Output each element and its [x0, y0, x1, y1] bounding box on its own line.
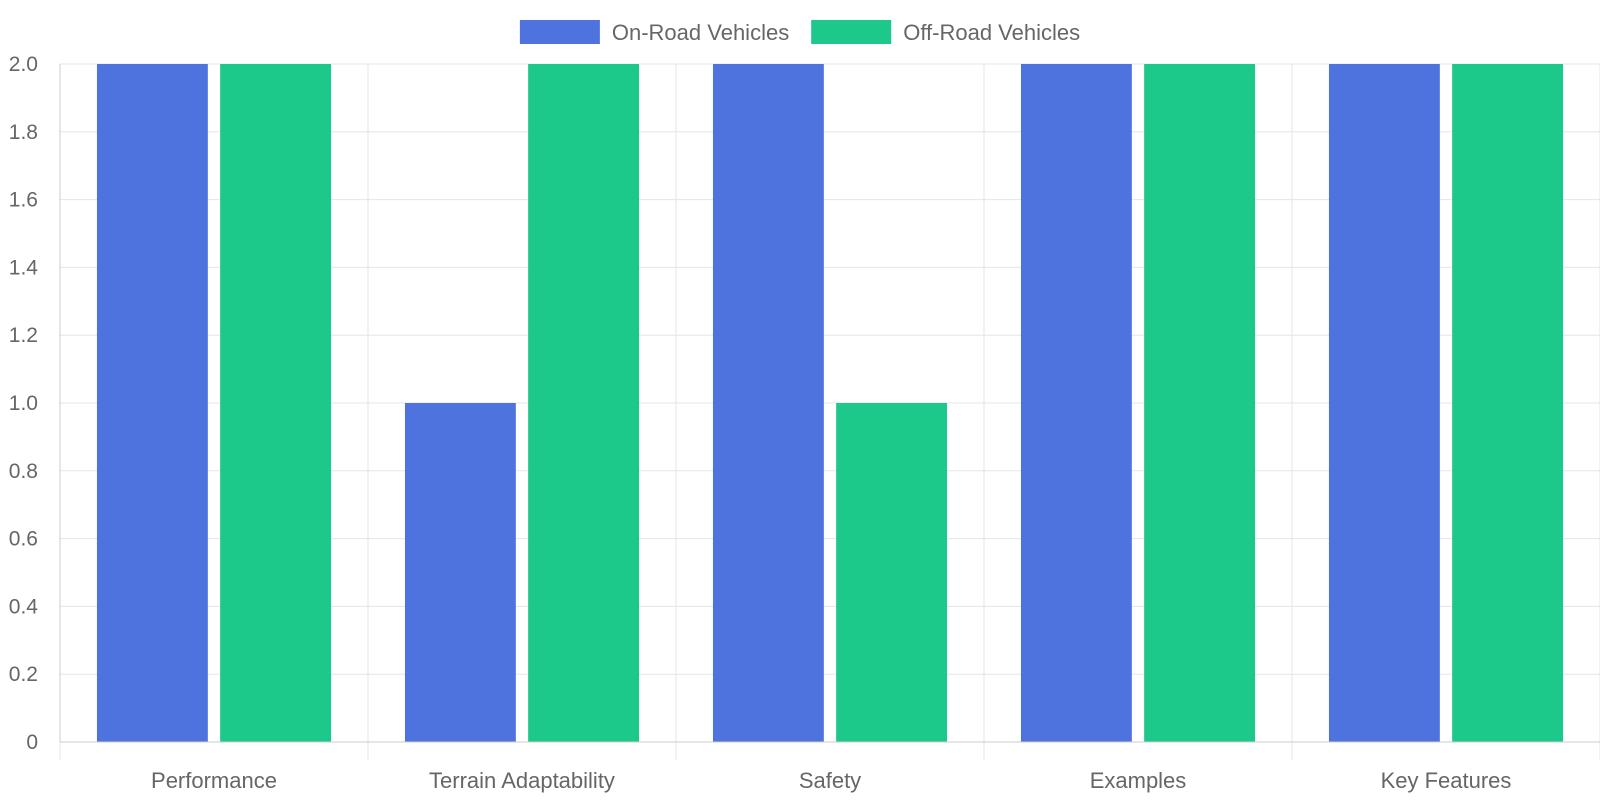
y-tick-label: 0.4: [9, 595, 39, 618]
bar-on-road-4[interactable]: [1328, 64, 1440, 742]
x-tick-label: Examples: [1090, 768, 1187, 793]
y-tick-label: 1.2: [9, 324, 38, 347]
legend[interactable]: On-Road Vehicles Off-Road Vehicles: [519, 20, 1080, 45]
legend-label-off-road[interactable]: Off-Road Vehicles: [903, 20, 1080, 45]
x-tick-label: Performance: [151, 768, 277, 793]
y-tick-label: 0: [26, 731, 38, 754]
bars: [96, 64, 1564, 742]
bar-on-road-1[interactable]: [404, 403, 516, 742]
axes: [59, 64, 1600, 743]
y-tick-label: 0.8: [9, 460, 38, 483]
bar-off-road-2[interactable]: [836, 403, 948, 742]
y-tick-label: 0.2: [9, 663, 38, 686]
bar-off-road-4[interactable]: [1452, 64, 1564, 742]
y-tick-label: 0.6: [9, 528, 38, 551]
x-tick-label: Safety: [799, 768, 861, 793]
y-tick-label: 1.8: [9, 121, 38, 144]
x-tick-label: Key Features: [1381, 768, 1512, 793]
y-axis-ticks: 0 0.2 0.4 0.6 0.8 1.0 1.2 1.4 1.6 1.8 2.0: [9, 53, 39, 754]
legend-swatch-on-road[interactable]: [519, 20, 600, 44]
bar-on-road-2[interactable]: [712, 64, 824, 742]
bar-on-road-0[interactable]: [96, 64, 208, 742]
legend-swatch-off-road[interactable]: [811, 20, 892, 44]
bar-off-road-1[interactable]: [528, 64, 640, 742]
legend-label-on-road[interactable]: On-Road Vehicles: [612, 20, 789, 45]
x-tick-label: Terrain Adaptability: [429, 768, 615, 793]
bar-on-road-3[interactable]: [1020, 64, 1132, 742]
y-tick-label: 1.6: [9, 189, 38, 212]
x-axis-ticks: Performance Terrain Adaptability Safety Exa…: [151, 768, 1511, 793]
y-tick-label: 1.4: [9, 256, 39, 279]
bar-off-road-0[interactable]: [220, 64, 332, 742]
bar-off-road-3[interactable]: [1144, 64, 1256, 742]
y-tick-label: 2.0: [9, 53, 38, 76]
y-tick-label: 1.0: [9, 392, 38, 415]
